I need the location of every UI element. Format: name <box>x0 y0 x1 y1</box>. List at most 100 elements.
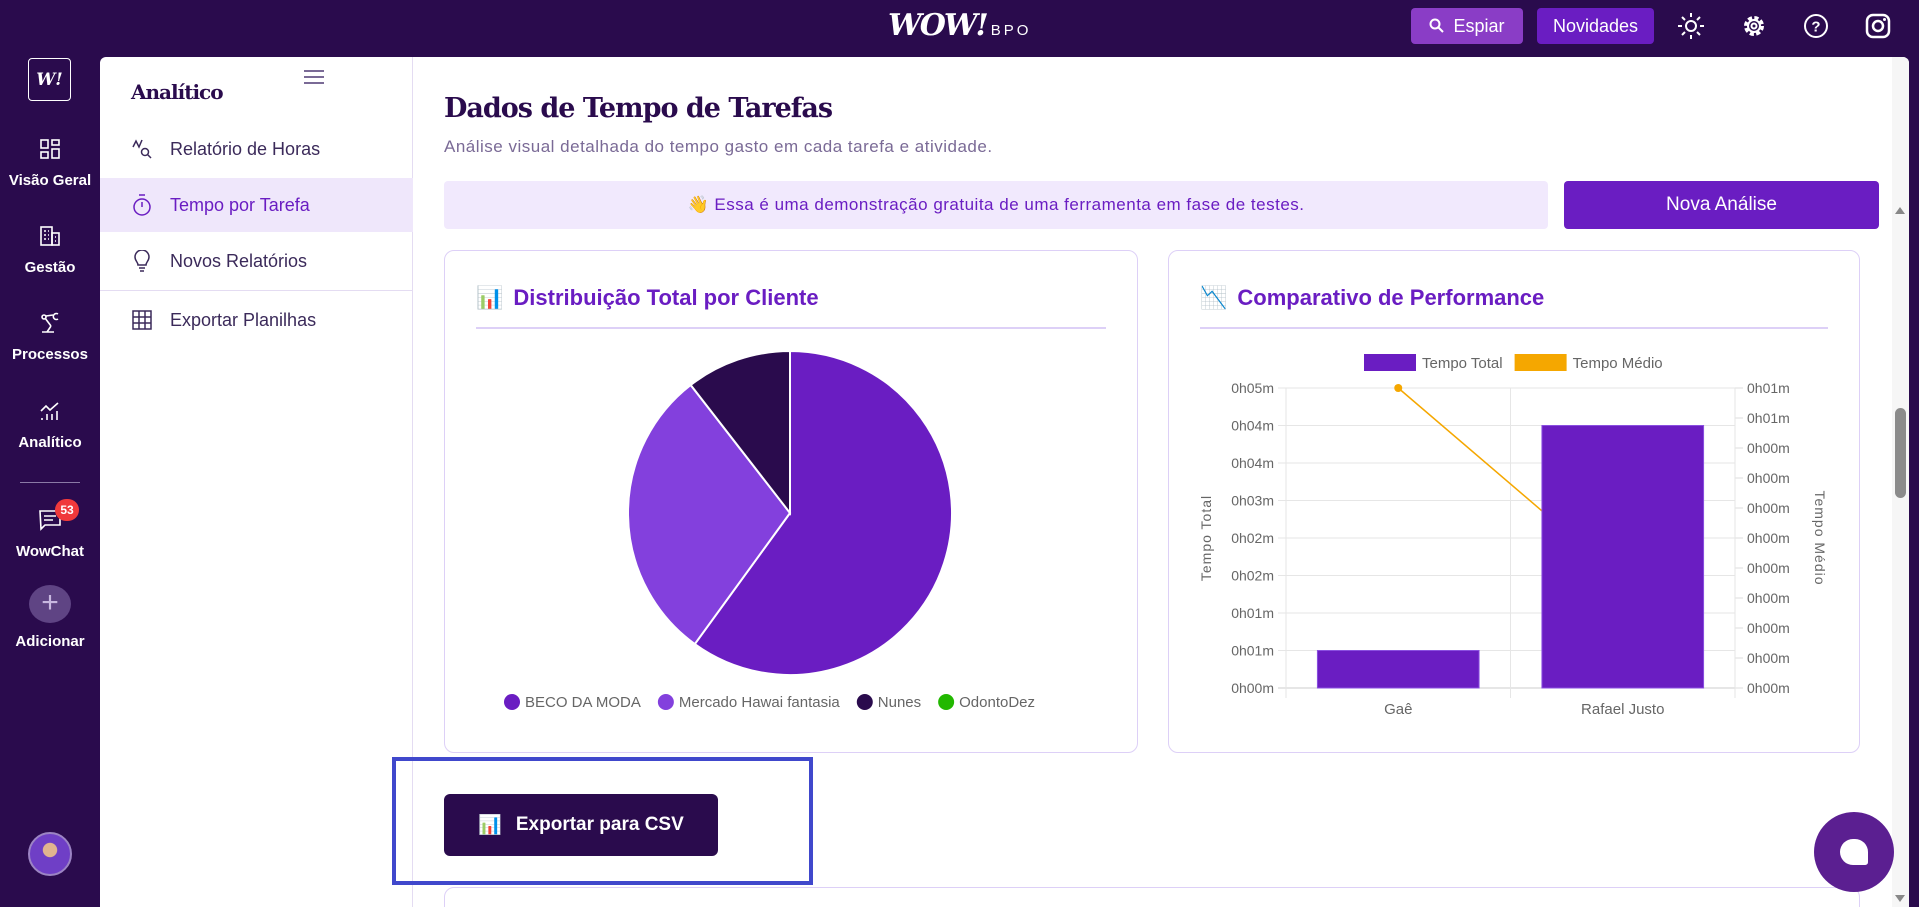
subnav-item-novos-relatorios[interactable]: Novos Relatórios <box>100 234 413 288</box>
sun-icon[interactable] <box>1677 12 1705 40</box>
chat-bubble-icon <box>1840 839 1868 865</box>
x-tick-label: Rafael Justo <box>1581 701 1664 718</box>
export-csv-button[interactable]: 📊 Exportar para CSV <box>444 794 718 856</box>
subnav-item-tempo-tarefa[interactable]: Tempo por Tarefa <box>100 178 413 232</box>
rail-label: Gestão <box>24 259 76 276</box>
y2-tick-label: 0h00m <box>1747 560 1790 576</box>
y2-tick-label: 0h00m <box>1747 620 1790 636</box>
bar-tempo-total <box>1316 650 1480 689</box>
rail-divider <box>20 482 80 483</box>
y2-tick-label: 0h00m <box>1747 470 1790 486</box>
pie-slice <box>689 349 791 516</box>
content-panel: Analítico Relatório de Horas Tempo por T… <box>100 57 1909 907</box>
y2-tick-label: 0h00m <box>1747 680 1790 696</box>
pie-chart: BECO DA MODA Mercado Hawai fantasia Nunes O… <box>504 349 1035 711</box>
novidades-button[interactable]: Novidades <box>1537 8 1654 44</box>
rail-label: Analítico <box>18 434 82 451</box>
legend-label: Nunes <box>878 694 921 711</box>
next-card <box>444 887 1860 907</box>
title-divider <box>1200 327 1828 329</box>
robot-arm-icon <box>41 312 59 333</box>
pie-title-text: Distribuição Total por Cliente <box>513 285 819 310</box>
legend-label: Tempo Total <box>1422 355 1503 372</box>
hamburger-menu-icon[interactable] <box>304 69 324 85</box>
pie-slice <box>693 349 953 676</box>
instagram-icon[interactable] <box>1864 12 1892 40</box>
nova-analise-button[interactable]: Nova Análise <box>1564 181 1879 229</box>
espiar-label: Espiar <box>1453 15 1505 36</box>
y-tick-label: 0h00m <box>1231 680 1274 696</box>
wow-bpo-logo[interactable]: WOW! BPO <box>888 8 1032 43</box>
building-icon <box>40 226 60 246</box>
subnav-item-exportar-planilhas[interactable]: Exportar Planilhas <box>100 293 413 347</box>
chart-search-icon <box>132 139 152 159</box>
legend-swatch <box>657 694 674 710</box>
y2-tick-label: 0h00m <box>1747 650 1790 666</box>
svg-text:?: ? <box>1811 19 1820 36</box>
user-avatar[interactable] <box>28 832 72 876</box>
subnav-label: Relatório de Horas <box>170 138 321 159</box>
y2-tick-label: 0h00m <box>1747 590 1790 606</box>
espiar-button[interactable]: Espiar <box>1411 8 1523 44</box>
scrollbar-thumb[interactable] <box>1895 408 1906 498</box>
bar-tempo-total <box>1541 425 1705 689</box>
rail-item-gestao[interactable]: Gestão <box>0 225 100 276</box>
bar-chart-emoji-icon: 📊 <box>478 815 502 836</box>
rail-item-wowchat[interactable]: WowChat 53 <box>0 499 100 560</box>
title-divider <box>476 327 1106 329</box>
scrollbar[interactable] <box>1892 57 1909 907</box>
rail-label: WowChat <box>15 543 85 560</box>
scroll-down-arrow-icon[interactable] <box>1895 895 1905 902</box>
legend-label: OdontoDez <box>959 694 1035 711</box>
y2-tick-label: 0h00m <box>1747 500 1790 516</box>
lightbulb-icon <box>134 250 150 272</box>
y-tick-label: 0h04m <box>1231 455 1274 471</box>
rail-item-visao-geral[interactable]: Visão Geral <box>0 138 100 189</box>
bar-title-text: Comparativo de Performance <box>1237 285 1545 310</box>
legend-label: Mercado Hawai fantasia <box>679 694 841 711</box>
subnav-label: Tempo por Tarefa <box>170 194 310 215</box>
gear-icon[interactable] <box>1740 12 1768 40</box>
subnav-title: Analítico <box>131 80 224 104</box>
rail-item-processos[interactable]: Processos <box>0 312 100 363</box>
y-tick-label: 0h03m <box>1231 493 1274 509</box>
y-axis-title: Tempo Total <box>1198 495 1214 581</box>
main-rail: W! Visão Geral Gestão Processos Analític… <box>0 57 100 907</box>
help-icon[interactable]: ? <box>1802 12 1830 40</box>
app-logo[interactable]: W! <box>28 58 71 101</box>
subnav-label: Exportar Planilhas <box>170 309 317 330</box>
stopwatch-icon <box>133 194 151 216</box>
scroll-up-arrow-icon[interactable] <box>1895 207 1905 214</box>
chat-launcher-button[interactable] <box>1814 812 1894 892</box>
page-title: Dados de Tempo de Tarefas <box>444 93 833 124</box>
legend-swatch <box>856 694 873 710</box>
y2-tick-label: 0h00m <box>1747 440 1790 456</box>
bar-chart: Tempo Total Tempo Médio 0h00m 0h01m 0h01m 0h0… <box>1198 354 1828 718</box>
y-tick-label: 0h02m <box>1231 530 1274 546</box>
legend-swatch <box>504 694 520 710</box>
legend-swatch <box>1514 354 1567 371</box>
subnav-label: Novos Relatórios <box>170 250 308 271</box>
top-bar: WOW! BPO Espiar Novidades ? <box>0 0 1919 57</box>
legend-swatch <box>1364 354 1416 371</box>
highlight-outline <box>392 757 813 885</box>
rail-label: Processos <box>12 346 88 363</box>
rail-item-analitico[interactable]: Analítico <box>0 400 100 451</box>
bar-chart-card: 📉 Comparativo de Performance Tempo Total T… <box>1168 250 1860 753</box>
y-tick-label: 0h01m <box>1231 605 1274 621</box>
y-tick-label: 0h02m <box>1231 568 1274 584</box>
y2-tick-label: 0h00m <box>1747 530 1790 546</box>
chart-decreasing-emoji-icon: 📉 <box>1200 285 1228 310</box>
y-tick-label: 0h01m <box>1231 643 1274 659</box>
line-point <box>1394 384 1403 392</box>
plus-icon: + <box>29 585 71 623</box>
y-tick-label: 0h04m <box>1231 418 1274 434</box>
export-label: Exportar para CSV <box>515 814 684 835</box>
bar-chart-title: 📉 Comparativo de Performance <box>1200 285 1544 311</box>
page-subtitle: Análise visual detalhada do tempo gasto … <box>444 137 993 156</box>
pie-chart-title: 📊 Distribuição Total por Cliente <box>476 285 819 311</box>
y-tick-label: 0h05m <box>1231 380 1274 396</box>
subnav-item-relatorio-horas[interactable]: Relatório de Horas <box>100 122 413 176</box>
legend-label: Tempo Médio <box>1573 355 1663 372</box>
rail-item-adicionar[interactable]: + Adicionar <box>0 585 100 650</box>
